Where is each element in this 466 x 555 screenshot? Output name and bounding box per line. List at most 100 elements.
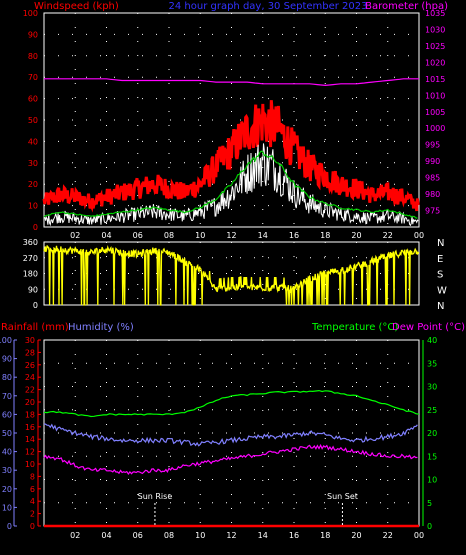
humidity-tick-label: 30 [2, 466, 12, 475]
dewpoint-series-line [43, 443, 418, 476]
sun-annotation-label: Sun Rise [138, 492, 173, 501]
temperature-x-tick-label: 08 [164, 531, 174, 540]
wind-x-tick-label: 22 [383, 231, 393, 240]
barometer-tick-label: 1030 [425, 25, 445, 34]
direction-series-line [43, 244, 420, 306]
rainfall-tick-label: 8 [30, 472, 35, 481]
barometer-series-line [44, 78, 419, 87]
wind-tick-label: 60 [28, 95, 38, 104]
temperature-tick-label: 35 [427, 359, 437, 368]
rainfall-tick-label: 18 [25, 410, 35, 419]
temperature-x-tick-label: 06 [133, 531, 143, 540]
temperature-panel-ticks: 0102030405060708090100024681012141618202… [0, 336, 437, 540]
wind-x-tick-label: 12 [226, 231, 236, 240]
barometer-tick-label: 1005 [425, 108, 445, 117]
chart-title: 24 hour graph day, 30 September 2023 [169, 1, 368, 12]
gust-series-line [42, 100, 420, 213]
humidity-tick-label: 0 [7, 522, 12, 531]
humidity-tick-label: 50 [2, 429, 12, 438]
wind-tick-label: 50 [28, 116, 38, 125]
direction-panel-ticks: 0 N 90 W 180 S 270 E 360 N [23, 238, 447, 312]
barometer-tick-label: 1035 [425, 9, 445, 18]
compass-label: W [437, 285, 447, 296]
direction-tick-label: 270 [23, 254, 38, 263]
rainfall-tick-label: 2 [30, 510, 35, 519]
direction-tick-label: 180 [23, 270, 38, 279]
barometer-tick-label: 1025 [425, 42, 445, 51]
humidity-tick-label: 20 [2, 485, 12, 494]
temperature-tick-label: 20 [427, 429, 437, 438]
wind-x-tick-label: 20 [351, 231, 361, 240]
wind-tick-label: 100 [23, 9, 38, 18]
wind-tick-label: 0 [33, 223, 38, 232]
wind-x-tick-label: 06 [133, 231, 143, 240]
wind-x-tick-label: 04 [101, 231, 111, 240]
temperature-tick-label: 15 [427, 452, 437, 461]
rainfall-tick-label: 4 [30, 497, 35, 506]
barometer-tick-label: 1015 [425, 75, 445, 84]
temperature-x-tick-label: 20 [351, 531, 361, 540]
humidity-tick-label: 80 [2, 373, 12, 382]
rainfall-tick-label: 22 [25, 386, 35, 395]
compass-label: N [437, 238, 444, 249]
speed-series-line [43, 143, 419, 227]
wind-tick-label: 30 [28, 159, 38, 168]
compass-label: S [437, 270, 443, 281]
humidity-axis-label: Humidity (%) [68, 322, 134, 333]
rainfall-tick-label: 10 [25, 460, 35, 469]
direction-tick-label: 360 [23, 238, 38, 247]
rainfall-tick-label: 26 [25, 361, 35, 370]
rainfall-tick-label: 20 [25, 398, 35, 407]
rainfall-tick-label: 6 [30, 485, 35, 494]
barometer-tick-label: 990 [425, 157, 440, 166]
temperature-axis-label: Temperature (°C) [311, 322, 398, 333]
wind-tick-label: 40 [28, 137, 38, 146]
compass-label: E [437, 254, 443, 265]
dewpoint-axis-label: Dew Point (°C) [392, 322, 465, 333]
temperature-x-tick-label: 02 [70, 531, 80, 540]
wind-axis-label: Windspeed (kph) [34, 1, 119, 12]
temperature-x-tick-label: 14 [258, 531, 268, 540]
wind-x-tick-label: 02 [70, 231, 80, 240]
wind-x-tick-label: 14 [258, 231, 268, 240]
barometer-tick-label: 995 [425, 141, 440, 150]
wind-x-tick-label: 16 [289, 231, 299, 240]
wind-tick-label: 70 [28, 73, 38, 82]
temperature-panel-series [43, 389, 420, 528]
temperature-tick-label: 10 [427, 476, 437, 485]
wind-tick-label: 80 [28, 52, 38, 61]
wind-x-tick-label: 10 [195, 231, 205, 240]
humidity-series-line [43, 423, 418, 447]
rainfall-axis-label: Rainfall (mm) [1, 322, 69, 333]
humidity-tick-label: 100 [0, 336, 12, 345]
barometer-tick-label: 985 [425, 174, 440, 183]
temperature-x-tick-label: 22 [383, 531, 393, 540]
temperature-series-line [43, 389, 420, 418]
compass-label: N [437, 301, 444, 312]
barometer-axis-label: Barometer (hpa) [365, 1, 448, 12]
temperature-tick-label: 40 [427, 336, 437, 345]
humidity-tick-label: 60 [2, 410, 12, 419]
direction-tick-label: 90 [28, 285, 38, 294]
rainfall-tick-label: 14 [25, 435, 35, 444]
barometer-tick-label: 980 [425, 190, 440, 199]
wind-x-tick-label: 00 [414, 231, 424, 240]
wind-tick-label: 90 [28, 30, 38, 39]
humidity-tick-label: 10 [2, 503, 12, 512]
average-series-line [43, 150, 418, 219]
direction-tick-label: 0 [33, 301, 38, 310]
temperature-x-tick-label: 18 [320, 531, 330, 540]
wind-panel-series [42, 78, 420, 227]
barometer-tick-label: 1000 [425, 124, 445, 133]
temperature-panel-grid [44, 340, 419, 526]
humidity-tick-label: 70 [2, 392, 12, 401]
rainfall-tick-label: 30 [25, 336, 35, 345]
rainfall-tick-label: 24 [25, 373, 35, 382]
temperature-tick-label: 25 [427, 406, 437, 415]
wind-panel-ticks: 0102030405060708090100975980985990995100… [23, 9, 446, 240]
temperature-x-tick-label: 10 [195, 531, 205, 540]
direction-panel-series [43, 244, 420, 306]
rainfall-tick-label: 0 [30, 522, 35, 531]
rainfall-tick-label: 12 [25, 448, 35, 457]
